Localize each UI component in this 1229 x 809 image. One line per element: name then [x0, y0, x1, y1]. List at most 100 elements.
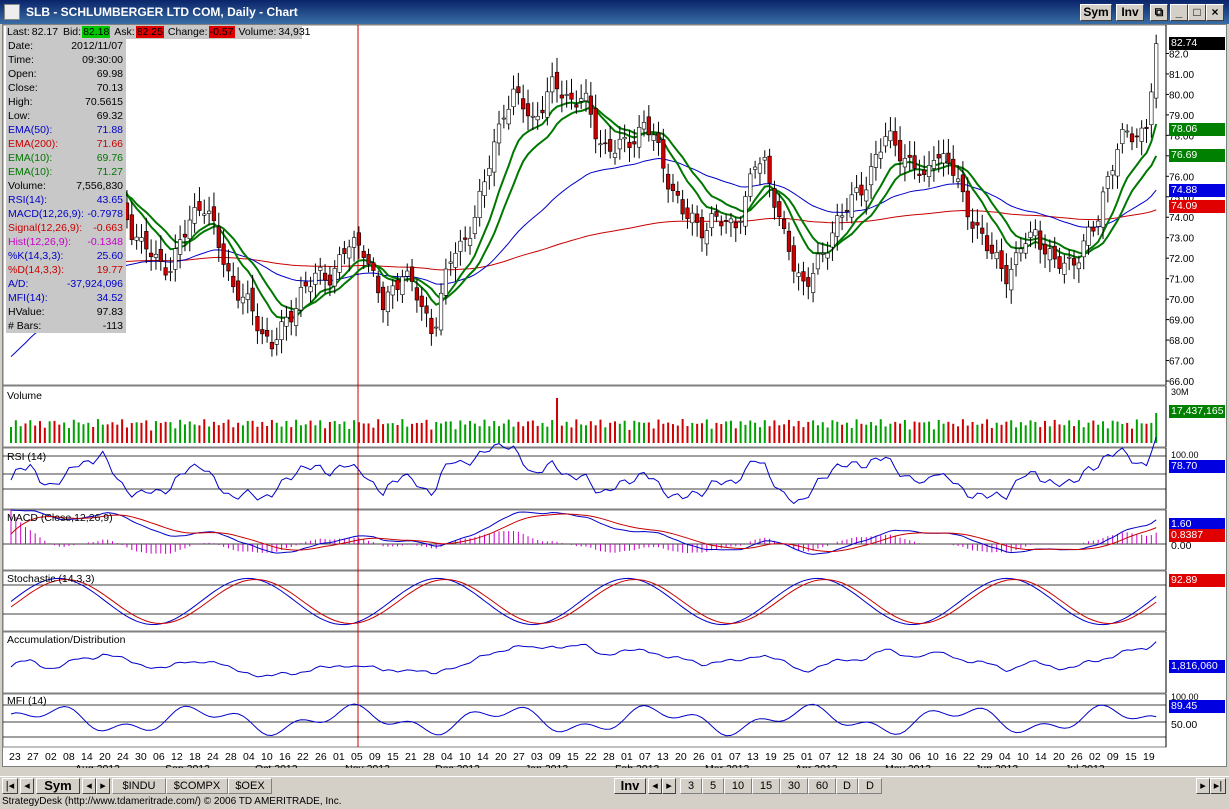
macd-hist-bar [1097, 539, 1099, 544]
period-3[interactable]: 3 [680, 778, 702, 794]
volume-bar [150, 430, 153, 443]
candle-body [559, 94, 564, 99]
volume-bar [1131, 428, 1134, 443]
volume-bar [357, 422, 360, 443]
candle-body [506, 108, 511, 125]
volume-bar [599, 419, 602, 443]
scroll-first-icon[interactable]: |◂ [2, 778, 18, 794]
x-day-label: 02 [1089, 751, 1101, 763]
period-15[interactable]: 15 [752, 778, 780, 794]
candle-body [632, 141, 637, 145]
volume-bar [483, 419, 486, 443]
status-bar: StrategyDesk (http://www.tdameritrade.co… [2, 796, 342, 807]
macd-hist-bar [633, 544, 635, 551]
inv-prev-icon[interactable]: ◂ [648, 778, 662, 794]
data-label: RSI(14): [8, 194, 48, 206]
sym-button[interactable]: Sym [1080, 4, 1112, 21]
volume-bar [1024, 425, 1027, 443]
x-day-label: 14 [1035, 751, 1047, 763]
price-tick-label: 66.00 [1169, 377, 1194, 388]
period-10[interactable]: 10 [724, 778, 752, 794]
macd-hist-bar [561, 543, 563, 544]
candle-body [946, 152, 951, 164]
sym-prev-icon[interactable]: ◂ [82, 778, 96, 794]
candle-body [158, 248, 163, 262]
period-30[interactable]: 30 [780, 778, 808, 794]
x-day-label: 28 [225, 751, 237, 763]
x-day-label: 07 [729, 751, 741, 763]
macd-hist-bar [198, 543, 200, 544]
macd-hist-bar [295, 544, 297, 546]
candle-body [264, 329, 270, 337]
volume-bar [957, 426, 960, 443]
candle-body [216, 226, 221, 248]
candle-body [926, 165, 932, 177]
bid-label: Bid: [62, 26, 82, 38]
inv-bottom-button[interactable]: Inv [614, 778, 646, 794]
minimize-icon[interactable]: _ [1170, 4, 1188, 21]
macd-hist-bar [305, 541, 307, 544]
volume-bar [130, 423, 133, 443]
period-d-2[interactable]: D [858, 778, 882, 794]
macd-hist-bar [10, 509, 12, 544]
period-60[interactable]: 60 [808, 778, 836, 794]
x-day-label: 12 [837, 751, 849, 763]
macd-hist-bar [875, 535, 877, 544]
volume-bar [845, 422, 848, 443]
candle-body [704, 230, 709, 245]
inv-button[interactable]: Inv [1116, 4, 1144, 21]
restore-chart-icon[interactable]: ⧉ [1150, 4, 1168, 21]
data-value: 71.88 [96, 124, 123, 136]
scroll-right-icon[interactable]: ▸ [1196, 778, 1210, 794]
tab-indu[interactable]: $INDU [112, 778, 166, 794]
macd-hist-bar [575, 544, 577, 547]
macd-hist-bar [111, 541, 113, 544]
sym-bottom-button[interactable]: Sym [36, 778, 80, 794]
volume-bar [382, 424, 385, 443]
volume-bar [1019, 422, 1022, 443]
data-row: %K(14,3,3): 25.60 [6, 249, 126, 263]
scroll-left-icon[interactable]: ◂ [20, 778, 34, 794]
candle-body [168, 271, 173, 273]
volume-bar [628, 429, 631, 443]
volume-bar [241, 425, 244, 443]
tab-compx[interactable]: $COMPX [166, 778, 228, 794]
candle-body [796, 272, 801, 277]
maximize-icon[interactable]: □ [1188, 4, 1206, 21]
macd-hist-bar [15, 516, 17, 544]
candle-body [1038, 230, 1043, 250]
volume-bar [652, 428, 655, 443]
macd-hist-bar [513, 530, 515, 544]
scroll-last-icon[interactable]: ▸| [1210, 778, 1226, 794]
volume-bar [386, 423, 389, 443]
data-value: 97.83 [96, 306, 123, 318]
volume-bar [1058, 424, 1061, 443]
volume-bar [691, 422, 694, 443]
title-bar: SLB - SCHLUMBERGER LTD COM, Daily - Char… [0, 0, 1229, 24]
volume-bar [807, 421, 810, 443]
candle-body [873, 154, 879, 168]
period-d[interactable]: D [836, 778, 858, 794]
candle-body [409, 266, 415, 282]
x-day-label: 26 [1071, 751, 1083, 763]
volume-bar [406, 426, 409, 443]
candle-body [134, 236, 139, 241]
period-5[interactable]: 5 [702, 778, 724, 794]
candle-body [202, 213, 207, 216]
inv-next-icon[interactable]: ▸ [662, 778, 676, 794]
candle-body [960, 174, 965, 193]
sym-next-icon[interactable]: ▸ [96, 778, 110, 794]
volume-bar [411, 423, 414, 443]
volume-bar [324, 428, 327, 443]
candle-body [385, 291, 390, 313]
candle-body [192, 207, 197, 224]
tab-oex[interactable]: $OEX [228, 778, 272, 794]
close-icon[interactable]: × [1206, 4, 1224, 21]
volume-bar [836, 421, 839, 443]
candle-body [849, 194, 854, 218]
chart-area[interactable]: 82.081.0080.0079.0078.0077.0076.0075.007… [2, 24, 1228, 768]
macd-hist-bar [63, 544, 65, 547]
stoch-value-box: 92.89 [1169, 574, 1225, 587]
stock-chart[interactable]: 82.081.0080.0079.0078.0077.0076.0075.007… [3, 25, 1228, 768]
volume-bar [72, 419, 75, 443]
